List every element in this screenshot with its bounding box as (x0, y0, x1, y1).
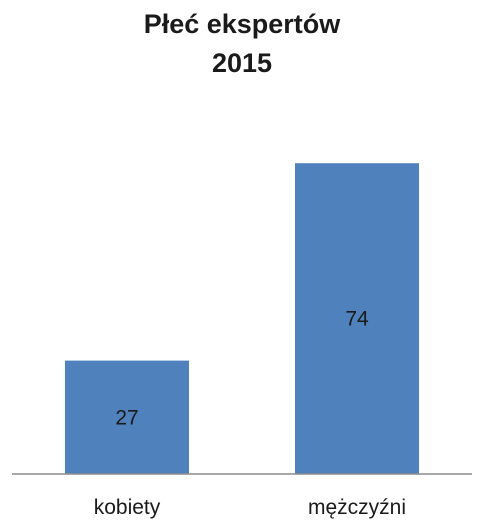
category-label-0: kobiety (94, 496, 161, 519)
chart-title-line-1: Płeć ekspertów (144, 9, 342, 39)
data-label-0: 27 (115, 406, 138, 429)
bar-1 (295, 163, 419, 474)
category-label-1: mężczyźni (308, 496, 406, 519)
chart-title-line-2: 2015 (212, 48, 272, 78)
chart-title: Płeć ekspertów 2015 (144, 9, 342, 78)
bar-0 (65, 360, 189, 474)
data-label-1: 74 (345, 308, 369, 331)
plot-area: 27 kobiety 74 mężczyźni (65, 163, 419, 519)
